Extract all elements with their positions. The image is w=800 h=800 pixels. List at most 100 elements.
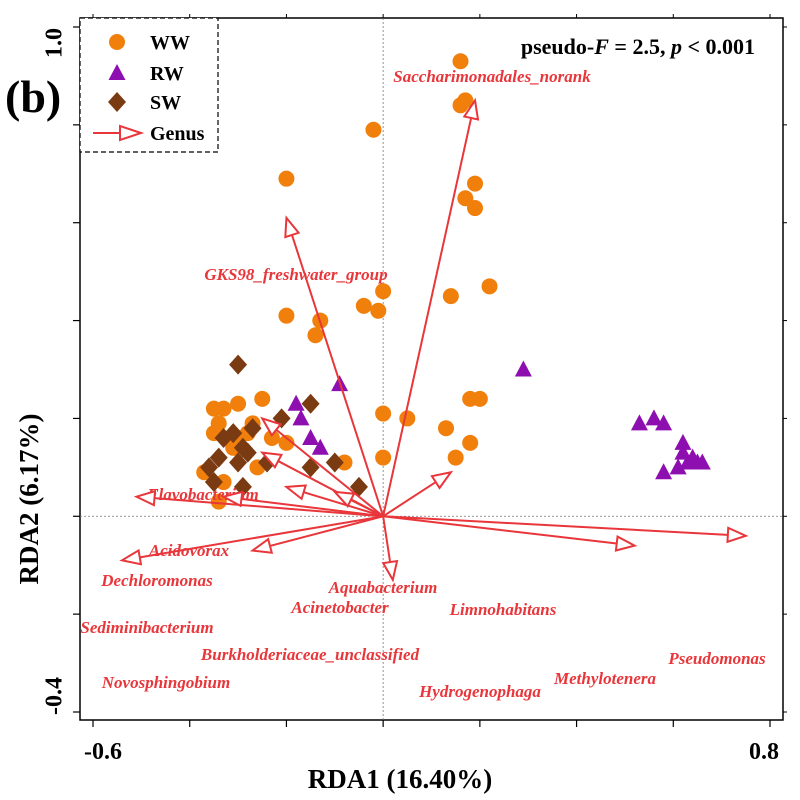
genus-vector-head [726, 526, 749, 544]
stat-italic-symbol: p [669, 34, 682, 59]
point-rw [669, 458, 687, 475]
x-axis-title: RDA1 (16.40%) [308, 764, 492, 794]
legend-marker-sw [108, 92, 126, 112]
point-ww [210, 493, 227, 510]
point-ww [399, 410, 416, 427]
point-rw [655, 463, 673, 480]
x-tick-label: 0.8 [749, 739, 779, 765]
genus-vector-line [382, 117, 473, 517]
point-sw [229, 452, 248, 473]
point-sw [243, 418, 262, 439]
point-ww [375, 405, 392, 422]
genus-vector-head [259, 451, 284, 470]
point-ww [307, 327, 324, 344]
legend-arrow-head [119, 124, 145, 142]
legend-label: Genus [150, 123, 205, 145]
point-sw [238, 442, 257, 463]
point-sw [229, 354, 248, 375]
stat-text-part: = 2.5, [609, 34, 671, 59]
genus-label: Novosphingobium [101, 673, 230, 692]
point-sw [204, 472, 223, 493]
legend: WW RW SW Genus [79, 17, 219, 153]
y-axis-title: RDA2 (6.17%) [14, 414, 44, 585]
chart-texts: RDA1 (16.40%) RDA2 (6.17%) (b) pseudo-F = 2… [5, 34, 755, 794]
point-ww [205, 400, 222, 417]
point-sw [209, 447, 228, 468]
statistics-text: pseudo-F = 2.5, p < 0.001 [521, 34, 755, 59]
genus-vector-line [154, 497, 384, 518]
point-rw [302, 429, 320, 445]
point-rw [645, 409, 663, 426]
point-ww [442, 288, 459, 305]
point-ww [365, 121, 382, 138]
genus-vector-line [303, 491, 384, 518]
point-ww [278, 434, 295, 451]
genus-label: Pseudomonas [667, 649, 766, 668]
genus-vector-head [614, 535, 638, 552]
legend-box [79, 17, 219, 153]
genus-vector-head [133, 489, 157, 507]
stat-italic-symbol: F [593, 34, 609, 59]
plot-frame-border [79, 17, 784, 721]
point-ww [471, 390, 488, 407]
point-rw [287, 394, 305, 411]
genus-label: Methylotenera [553, 669, 656, 688]
legend-label: WW [150, 32, 190, 54]
point-ww [457, 190, 474, 207]
y-tick-label: 1.0 [42, 28, 68, 58]
genus-vector-line [382, 516, 392, 563]
point-ww [278, 170, 295, 187]
point-ww [462, 434, 479, 451]
x-tick-label: -0.6 [84, 739, 122, 765]
point-ww [375, 449, 392, 466]
point-ww [336, 454, 353, 471]
y-tick-label: -0.4 [42, 677, 68, 715]
genus-vector-line [383, 515, 728, 536]
point-ww [447, 449, 464, 466]
point-ww [467, 200, 484, 217]
point-sw [325, 452, 344, 473]
point-rw [630, 414, 648, 431]
genus-vector-line [139, 515, 384, 559]
genus-label: Acinetobacter [290, 598, 389, 617]
genus-label: Aquabacterium [328, 578, 438, 597]
genus-vector-head [249, 537, 274, 554]
point-ww [467, 175, 484, 192]
point-ww [355, 297, 372, 314]
point-ww [370, 302, 387, 319]
genus-vector-head [430, 470, 454, 490]
reference-lines [80, 18, 783, 720]
point-ww [438, 420, 455, 437]
point-sw [214, 428, 233, 448]
genus-arrows: Saccharimonadales_norank GKS98_freshwater… [80, 67, 766, 701]
axis-ticks: -0.6 0.8 1.0 -0.4 [42, 14, 787, 765]
stat-text-part: < 0.001 [682, 34, 755, 59]
genus-label: Burkholderiaceae_unclassified [200, 645, 420, 664]
point-ww [225, 439, 242, 456]
point-ww [278, 307, 295, 324]
genus-vector-head [381, 559, 399, 583]
panel-label: (b) [5, 71, 61, 122]
legend-marker-rw [108, 64, 126, 80]
point-rw [655, 414, 673, 431]
genus-vector-line [350, 499, 384, 518]
point-rw [514, 360, 532, 377]
point-rw [292, 409, 310, 426]
genus-vector-head [283, 484, 308, 501]
sample-points [196, 53, 711, 510]
genus-vector-head [260, 416, 283, 437]
legend-label: RW [150, 63, 184, 85]
genus-vector-head [119, 548, 143, 566]
genus-label: Sediminibacterium [80, 618, 213, 637]
point-ww [457, 92, 474, 109]
point-sw [301, 393, 320, 414]
point-ww [254, 390, 271, 407]
genus-vector-line [383, 515, 617, 545]
point-ww [481, 278, 498, 295]
genus-label: Hydrogenophaga [418, 682, 541, 701]
plot-frame [79, 17, 784, 721]
genus-vector-line [269, 515, 384, 547]
stat-text-part: pseudo- [521, 34, 594, 59]
genus-label: GKS98_freshwater_group [204, 265, 387, 284]
